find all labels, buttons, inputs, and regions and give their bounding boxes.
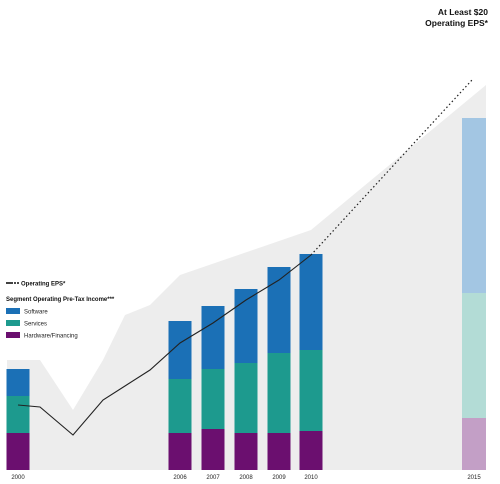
bar-hardware-financing-2007: [201, 429, 225, 470]
segment-legend-title: Segment Operating Pre-Tax Income***: [6, 297, 115, 303]
bar-services-2009: [267, 353, 291, 433]
legend-label-services: Services: [24, 321, 47, 327]
bar-software-2006: [168, 321, 192, 379]
eps-line-solid: [17, 254, 312, 436]
bar-hardware-financing-2008: [234, 433, 258, 470]
x-tick-2007: 2007: [206, 475, 220, 481]
bar-layer: [6, 118, 486, 470]
bar-software-2008: [234, 289, 258, 363]
bar-hardware-financing-2000: [6, 433, 30, 470]
legend-label-software: Software: [24, 309, 48, 315]
bar-hardware-financing-2006: [168, 433, 192, 470]
eps-legend-label: Operating EPS*: [21, 282, 66, 288]
eps-line-layer: [17, 79, 473, 436]
background-area-layer: [7, 85, 486, 470]
bar-services-2010: [299, 350, 323, 431]
bar-software-2007: [201, 306, 225, 369]
x-tick-2010: 2010: [304, 475, 318, 481]
eps-callout-line2: Operating EPS*: [425, 18, 489, 28]
bar-services-2008: [234, 363, 258, 433]
legend-swatch-software: [6, 308, 20, 314]
bar-software-2010: [299, 254, 323, 350]
bar-software-2000: [6, 369, 30, 396]
bar-services-2000: [6, 396, 30, 433]
eps-callout-line1: At Least $20: [438, 7, 488, 17]
x-tick-2000: 2000: [11, 475, 25, 481]
bar-software-2015: [462, 118, 486, 293]
background-area: [7, 85, 486, 470]
legend-swatch-services: [6, 320, 20, 326]
x-axis-ticks: 2000 2006 2007 2008 2009 2010 2015: [11, 475, 481, 481]
x-tick-2009: 2009: [272, 475, 286, 481]
x-tick-2006: 2006: [173, 475, 187, 481]
bar-software-2009: [267, 267, 291, 353]
bar-hardware-financing-2015: [462, 418, 486, 470]
x-tick-2015: 2015: [467, 475, 481, 481]
segment-legend: Software Services Hardware/Financing: [6, 308, 78, 339]
legend-swatch-hardware-financing: [6, 332, 20, 338]
bar-hardware-financing-2009: [267, 433, 291, 470]
legend-label-hardware-financing: Hardware/Financing: [24, 333, 78, 339]
eps-legend-dot-1: [14, 282, 16, 284]
bar-services-2015: [462, 293, 486, 418]
bar-services-2007: [201, 369, 225, 429]
eps-legend-dot-2: [17, 282, 19, 284]
bar-services-2006: [168, 379, 192, 433]
eps-legend: Operating EPS*: [6, 282, 66, 288]
x-tick-2008: 2008: [239, 475, 253, 481]
bar-hardware-financing-2010: [299, 431, 323, 470]
